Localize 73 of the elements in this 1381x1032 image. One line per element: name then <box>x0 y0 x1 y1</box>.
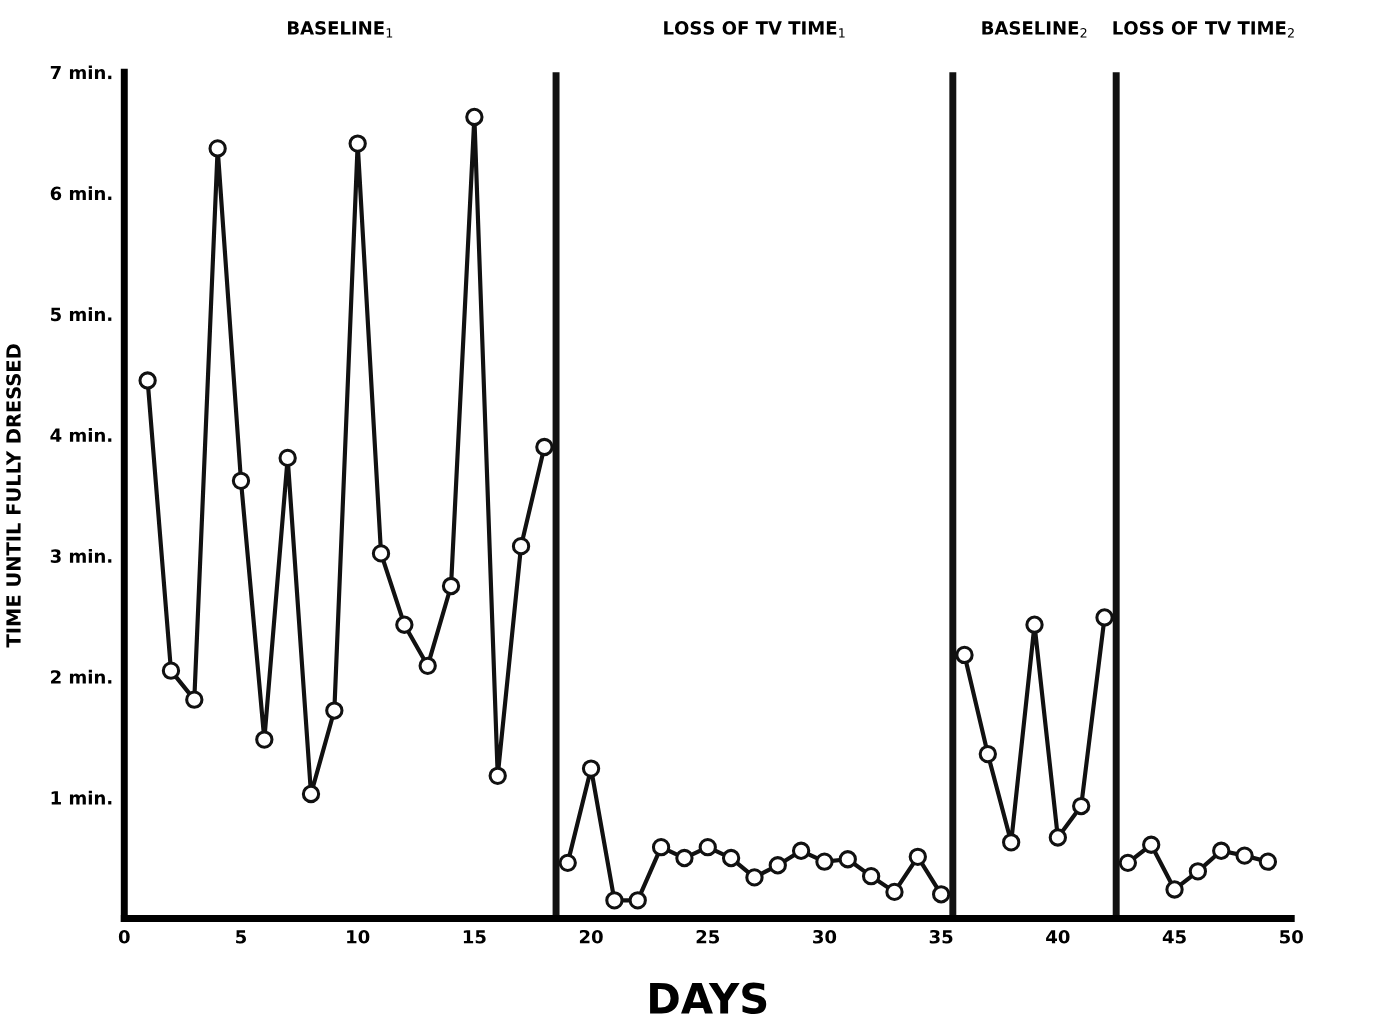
point <box>395 615 414 634</box>
y-tick-label: 3 min. <box>50 548 112 563</box>
point <box>1212 841 1231 860</box>
point <box>1025 615 1044 634</box>
point <box>605 891 624 910</box>
point <box>675 848 694 868</box>
point <box>511 536 531 556</box>
x-tick-label: 25 <box>696 929 720 944</box>
x-tick-label: 0 <box>118 929 130 944</box>
text: BASELINE$_{1}$ <box>288 21 393 38</box>
text: LOSS OF TV TIME$_{2}$ <box>1113 21 1294 38</box>
y-tick-label: 7 min. <box>50 65 112 80</box>
point <box>931 885 951 904</box>
point <box>1095 608 1114 627</box>
x-tick-label: 40 <box>1046 929 1070 944</box>
point <box>558 853 577 873</box>
point <box>768 856 787 875</box>
x-tick-label: 35 <box>929 929 953 944</box>
point <box>628 891 647 910</box>
y-tick-label: 4 min. <box>50 428 112 442</box>
point <box>721 848 741 868</box>
point <box>1142 835 1161 854</box>
point <box>1188 862 1208 881</box>
point <box>255 730 274 749</box>
x-tick-label: 15 <box>463 930 486 944</box>
point <box>838 850 857 869</box>
x-tick-label: 5 <box>236 930 246 944</box>
point <box>325 701 344 720</box>
point <box>581 759 601 778</box>
point <box>651 837 671 857</box>
point <box>978 744 997 764</box>
text: BASELINE$_{2}$ <box>982 21 1087 38</box>
x-tick-label: 50 <box>1280 929 1303 944</box>
point <box>791 841 811 860</box>
text: LOSS OF TV TIME$_{1}$ <box>664 21 845 38</box>
point <box>955 645 974 665</box>
point <box>1258 852 1278 871</box>
point <box>208 139 227 158</box>
x-tick-label: 30 <box>813 929 837 944</box>
point <box>1048 828 1068 847</box>
y-tick-label: 5 min. <box>51 307 112 322</box>
point <box>371 544 391 563</box>
point <box>698 837 717 857</box>
y-tick-label: 1 min. <box>51 790 112 805</box>
point <box>161 661 181 680</box>
point <box>1118 853 1138 873</box>
x-tick-label: 10 <box>347 929 370 944</box>
x-axis-title: DAYS <box>650 982 767 1015</box>
point <box>908 847 927 866</box>
point <box>348 134 367 153</box>
point <box>1002 833 1021 852</box>
point <box>1165 880 1184 899</box>
point <box>488 766 507 785</box>
point <box>465 107 484 127</box>
point <box>301 784 321 804</box>
x-tick-label: 45 <box>1162 930 1186 944</box>
point <box>1072 796 1091 816</box>
point <box>278 448 297 468</box>
point <box>535 437 554 457</box>
point <box>1235 846 1254 865</box>
y-tick-label: 6 min. <box>50 186 112 201</box>
point <box>138 371 157 390</box>
point <box>418 656 437 675</box>
y-tick-label: 2 min. <box>51 669 112 684</box>
point <box>861 867 881 886</box>
point <box>441 576 461 596</box>
point <box>885 882 904 902</box>
point <box>231 471 251 491</box>
y-axis-title: TIME UNTIL FULLY DRESSED <box>6 344 21 648</box>
point <box>815 852 834 871</box>
point <box>745 868 764 887</box>
x-tick-label: 20 <box>579 929 603 944</box>
point <box>185 690 204 709</box>
